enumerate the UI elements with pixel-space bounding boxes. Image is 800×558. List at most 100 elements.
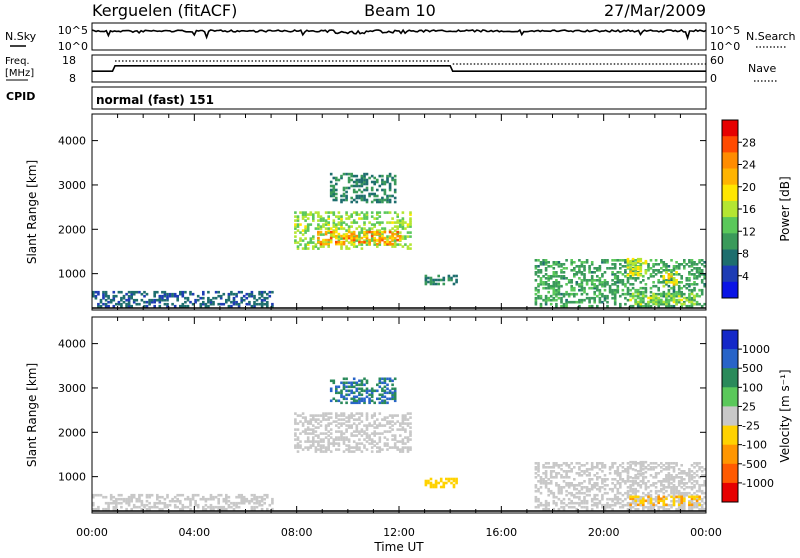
echo-cell bbox=[345, 397, 348, 401]
echo-cell bbox=[695, 480, 699, 483]
echo-cell bbox=[352, 241, 356, 244]
echo-cell bbox=[225, 501, 228, 505]
echo-cell bbox=[693, 486, 696, 489]
echo-cell bbox=[329, 389, 333, 393]
echo-cell bbox=[565, 302, 568, 306]
echo-cell bbox=[688, 499, 691, 503]
echo-cell bbox=[345, 247, 348, 250]
echo-cell bbox=[657, 464, 660, 467]
echo-cell bbox=[378, 231, 382, 234]
echo-cell bbox=[365, 448, 369, 451]
echo-cell bbox=[363, 389, 366, 393]
echo-cell bbox=[309, 444, 313, 447]
echo-cell bbox=[642, 279, 645, 282]
echo-cell bbox=[547, 482, 550, 485]
echo-cell bbox=[396, 227, 399, 230]
echo-cell bbox=[555, 501, 558, 505]
echo-cell bbox=[432, 280, 435, 284]
echo-cell bbox=[368, 393, 371, 397]
echo-cell bbox=[314, 414, 318, 417]
echo-cell bbox=[670, 466, 673, 469]
echo-cell bbox=[654, 273, 658, 276]
freq-strip-frame bbox=[91, 54, 707, 83]
echo-cell bbox=[616, 470, 620, 473]
echo-cell bbox=[552, 281, 556, 284]
echo-cell bbox=[647, 464, 650, 467]
echo-cell bbox=[560, 292, 563, 296]
echo-cell bbox=[598, 281, 602, 284]
echo-cell bbox=[672, 466, 676, 469]
echo-cell bbox=[406, 424, 410, 427]
echo-cell bbox=[629, 484, 632, 487]
echo-cell bbox=[335, 225, 338, 228]
echo-cell bbox=[263, 302, 266, 306]
echo-cell bbox=[109, 493, 113, 497]
echo-cell bbox=[570, 484, 573, 487]
echo-cell bbox=[125, 304, 128, 308]
echo-cell bbox=[593, 493, 596, 497]
echo-cell bbox=[647, 265, 650, 268]
echo-cell bbox=[552, 275, 556, 278]
echo-cell bbox=[115, 294, 118, 298]
echo-cell bbox=[363, 235, 366, 238]
echo-cell bbox=[312, 217, 315, 220]
echo-cell bbox=[613, 486, 617, 489]
echo-cell bbox=[196, 294, 200, 298]
echo-cell bbox=[342, 236, 346, 240]
echo-cell bbox=[360, 184, 364, 188]
echo-cell bbox=[688, 288, 691, 292]
echo-cell bbox=[181, 304, 185, 308]
echo-cell bbox=[570, 499, 573, 503]
echo-cell bbox=[271, 302, 274, 306]
echo-cell bbox=[570, 505, 573, 509]
echo-cell bbox=[388, 446, 392, 449]
echo-cell bbox=[317, 448, 320, 451]
echo-cell bbox=[662, 497, 666, 501]
echo-cell bbox=[301, 422, 305, 425]
echo-cell bbox=[631, 267, 635, 271]
echo-cell bbox=[644, 290, 648, 294]
echo-cell bbox=[312, 428, 315, 431]
echo-cell bbox=[332, 190, 336, 194]
echo-cell bbox=[647, 491, 650, 495]
echo-cell bbox=[534, 265, 538, 268]
echo-cell bbox=[376, 211, 379, 214]
echo-cell bbox=[271, 290, 274, 294]
echo-cell bbox=[631, 273, 635, 277]
echo-cell bbox=[373, 412, 376, 415]
echo-cell bbox=[675, 261, 678, 264]
echo-cell bbox=[191, 493, 195, 497]
echo-cell bbox=[667, 482, 671, 485]
echo-cell bbox=[693, 277, 696, 280]
echo-cell bbox=[355, 381, 359, 385]
echo-cell bbox=[693, 267, 696, 270]
echo-cell bbox=[92, 495, 95, 499]
echo-cell bbox=[335, 436, 338, 439]
echo-cell bbox=[376, 397, 379, 401]
echo-cell bbox=[647, 267, 650, 270]
echo-cell bbox=[381, 198, 384, 202]
echo-cell bbox=[683, 495, 686, 499]
colorbar-segment bbox=[722, 265, 738, 283]
echo-cell bbox=[629, 505, 632, 509]
echo-cell bbox=[335, 412, 338, 415]
echo-cell bbox=[358, 383, 361, 387]
echo-cell bbox=[593, 482, 596, 485]
echo-cell bbox=[250, 290, 254, 294]
echo-cell bbox=[350, 231, 353, 234]
echo-cell bbox=[125, 298, 128, 302]
echo-cell bbox=[695, 300, 699, 304]
echo-cell bbox=[327, 227, 330, 230]
echo-cell bbox=[583, 491, 586, 495]
echo-cell bbox=[626, 261, 630, 265]
echo-cell bbox=[391, 397, 394, 401]
echo-cell bbox=[393, 225, 397, 228]
echo-cell bbox=[549, 284, 553, 288]
echo-cell bbox=[439, 477, 443, 481]
echo-cell bbox=[342, 432, 346, 435]
echo-cell bbox=[588, 271, 591, 274]
echo-cell bbox=[547, 265, 550, 268]
echo-cell bbox=[562, 294, 566, 298]
echo-cell bbox=[324, 221, 328, 224]
echo-cell bbox=[598, 499, 602, 503]
